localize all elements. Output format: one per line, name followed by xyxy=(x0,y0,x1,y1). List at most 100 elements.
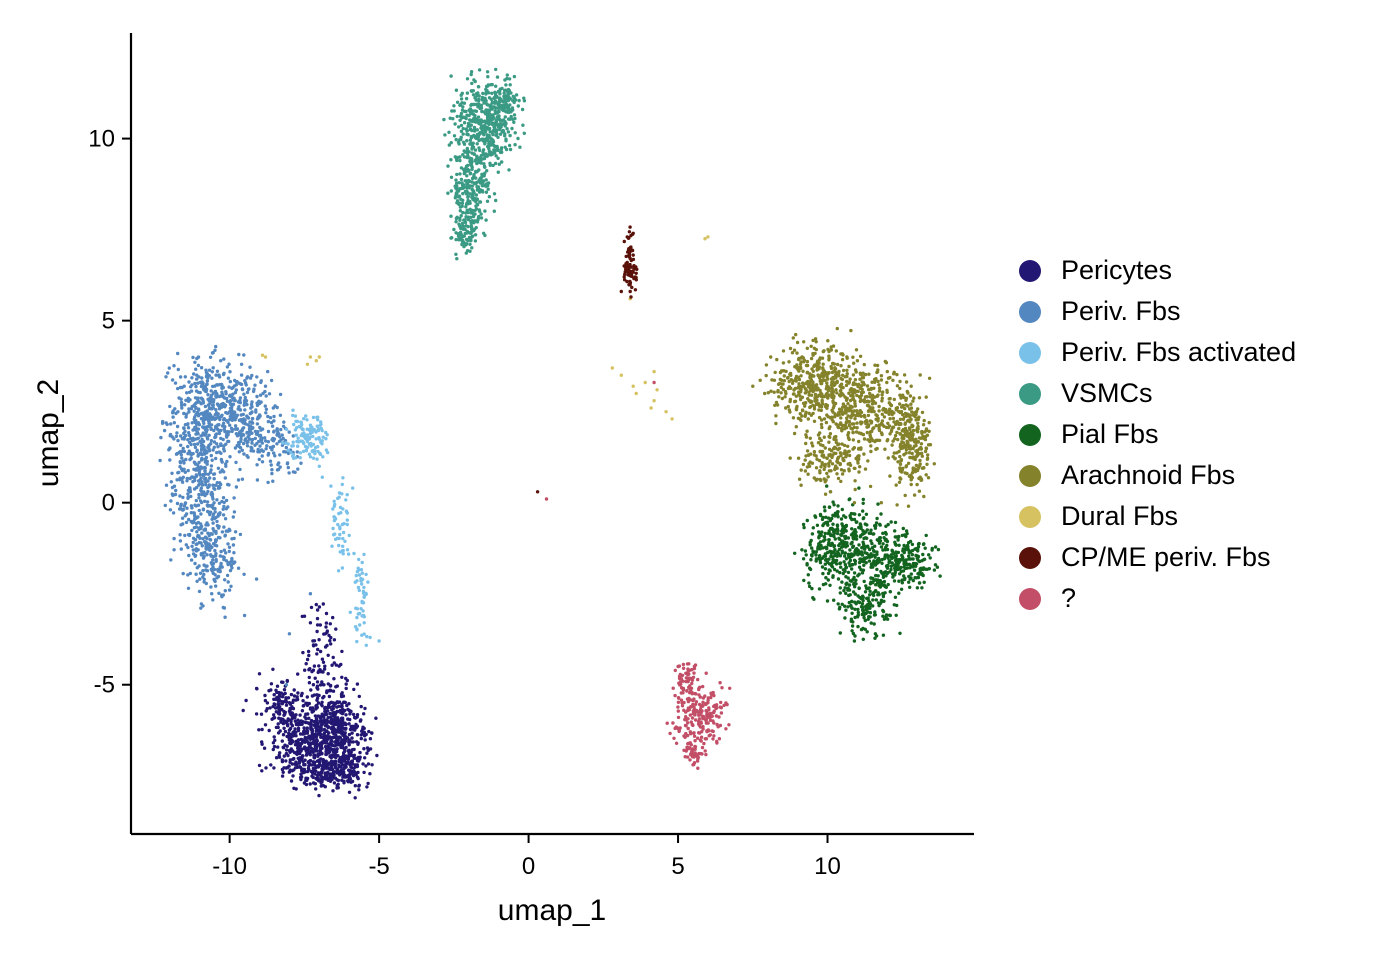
data-point xyxy=(861,568,866,572)
data-point xyxy=(291,434,295,438)
data-point xyxy=(319,722,324,726)
data-point xyxy=(456,195,461,199)
data-point xyxy=(340,716,345,720)
data-point xyxy=(862,362,866,367)
data-point xyxy=(181,495,185,500)
data-point xyxy=(363,706,367,711)
data-point xyxy=(186,586,191,590)
data-point xyxy=(856,613,860,617)
data-point xyxy=(503,78,507,82)
data-point xyxy=(497,98,502,102)
data-point xyxy=(808,543,812,547)
data-point xyxy=(199,526,203,531)
data-point xyxy=(838,631,842,635)
data-point xyxy=(311,760,315,764)
data-point xyxy=(296,723,301,727)
data-point xyxy=(850,540,854,545)
data-point xyxy=(810,532,815,536)
data-point xyxy=(242,613,247,618)
data-point xyxy=(306,750,310,754)
data-point xyxy=(827,505,832,509)
data-point xyxy=(269,463,273,467)
data-point xyxy=(181,507,186,512)
data-point xyxy=(318,745,322,749)
data-point xyxy=(817,536,821,540)
data-point xyxy=(872,386,876,390)
data-point xyxy=(238,398,242,403)
data-point xyxy=(241,421,246,425)
data-point xyxy=(225,459,229,464)
data-point xyxy=(209,585,213,589)
data-point xyxy=(867,372,871,376)
data-point xyxy=(263,384,268,388)
data-point xyxy=(209,439,214,443)
data-point xyxy=(191,548,195,552)
data-point xyxy=(355,764,360,769)
data-point xyxy=(281,424,286,428)
data-point xyxy=(908,577,912,581)
data-point xyxy=(927,553,931,557)
data-point xyxy=(504,137,508,141)
data-point xyxy=(449,158,453,162)
data-point xyxy=(298,756,302,760)
data-point xyxy=(196,520,201,525)
data-point xyxy=(219,442,223,446)
data-point xyxy=(263,698,268,703)
data-point xyxy=(326,672,330,676)
data-point xyxy=(335,705,339,709)
data-point xyxy=(825,381,829,385)
data-point xyxy=(276,722,280,726)
data-point xyxy=(289,450,293,455)
data-point xyxy=(465,129,469,133)
data-point xyxy=(263,436,267,440)
data-point xyxy=(223,517,228,521)
data-point xyxy=(287,738,291,742)
data-point xyxy=(877,558,881,562)
data-point xyxy=(189,511,193,515)
data-point xyxy=(464,202,469,206)
data-point xyxy=(366,762,371,766)
data-point xyxy=(830,380,834,384)
data-point xyxy=(348,727,353,732)
data-point xyxy=(325,718,329,722)
data-point xyxy=(824,576,828,580)
data-point xyxy=(485,88,489,93)
data-point xyxy=(887,559,891,563)
data-point xyxy=(212,506,216,511)
data-point xyxy=(812,419,817,423)
data-point xyxy=(359,736,363,741)
data-point xyxy=(227,394,232,398)
data-point xyxy=(465,77,470,81)
data-point xyxy=(307,653,311,658)
data-point xyxy=(451,117,455,121)
data-point xyxy=(474,193,479,197)
data-point xyxy=(294,713,298,717)
data-point xyxy=(811,526,815,530)
data-point xyxy=(814,388,818,392)
data-point xyxy=(516,104,520,108)
data-point xyxy=(851,631,856,636)
data-point xyxy=(292,768,296,772)
data-point xyxy=(182,504,187,508)
data-point xyxy=(910,548,915,553)
data-point xyxy=(233,446,238,450)
data-point xyxy=(838,561,842,566)
data-point xyxy=(500,86,504,91)
data-point xyxy=(342,721,346,725)
data-point xyxy=(347,790,352,794)
data-point xyxy=(493,92,498,96)
data-point xyxy=(466,194,470,199)
data-point xyxy=(876,578,880,582)
data-point xyxy=(812,597,816,601)
data-point xyxy=(776,388,780,393)
data-point xyxy=(304,414,308,418)
data-point xyxy=(508,133,512,138)
data-point xyxy=(280,707,284,712)
data-point xyxy=(484,190,489,194)
data-point xyxy=(888,590,892,594)
data-point xyxy=(901,569,906,573)
data-point xyxy=(322,667,327,671)
data-point xyxy=(469,221,473,226)
data-point xyxy=(199,541,203,545)
data-point xyxy=(232,561,236,565)
